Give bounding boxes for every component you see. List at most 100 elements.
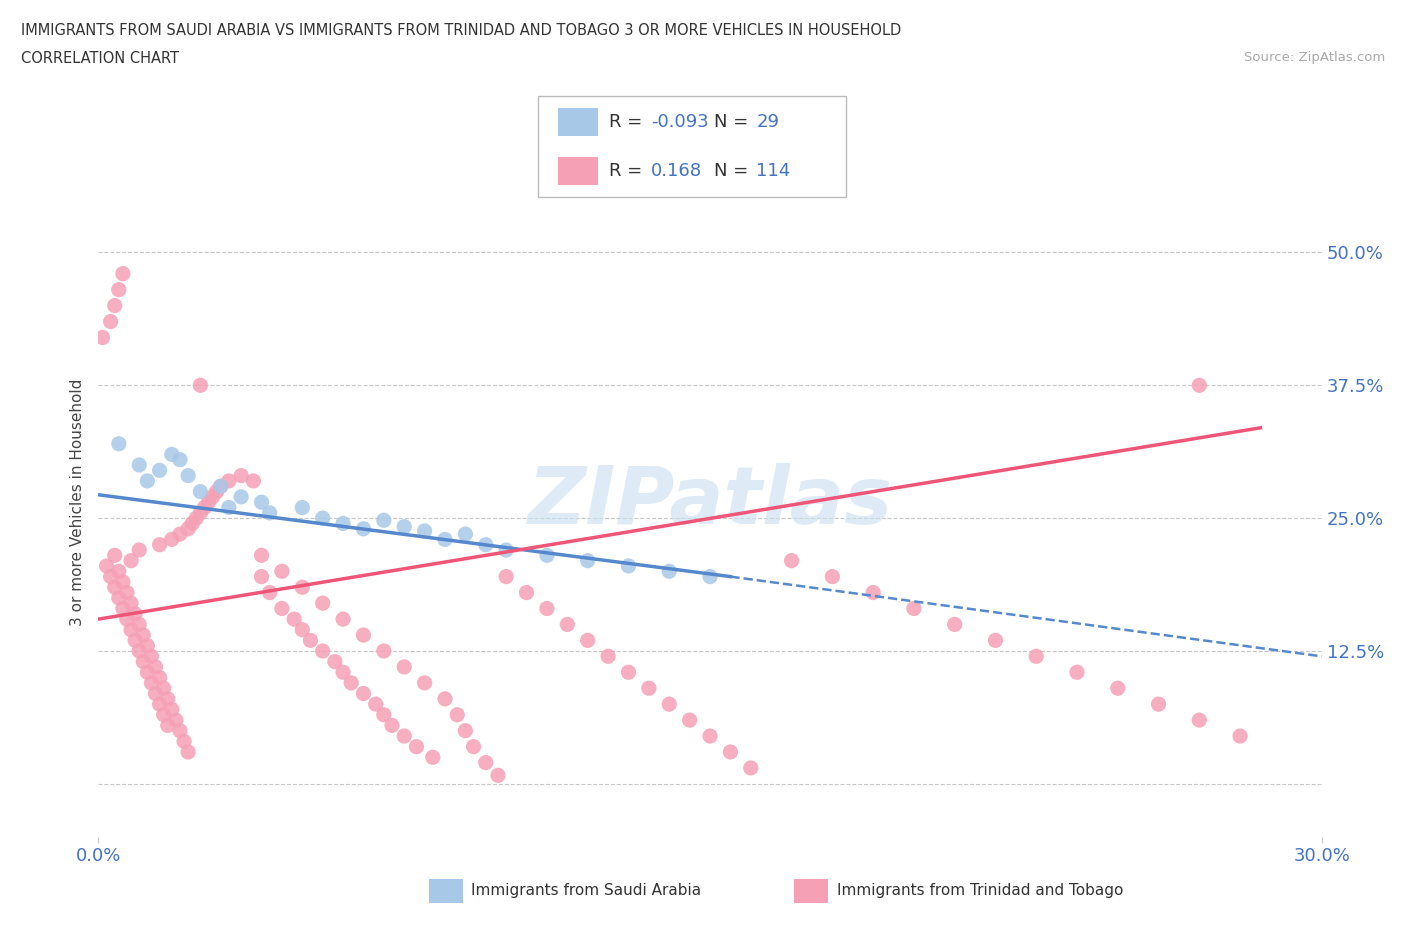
Point: [332, 665, 354, 680]
Point: [104, 548, 127, 563]
Point: [495, 569, 517, 584]
Point: [312, 511, 335, 525]
Point: [557, 617, 579, 631]
Point: [111, 266, 134, 281]
Point: [699, 728, 721, 743]
Point: [141, 675, 163, 690]
Point: [312, 644, 335, 658]
Point: [352, 522, 374, 537]
Point: [149, 697, 172, 711]
Point: [283, 612, 305, 627]
Point: [242, 473, 264, 488]
Point: [160, 447, 183, 462]
Point: [821, 569, 844, 584]
Point: [340, 675, 363, 690]
Text: R =: R =: [609, 113, 648, 131]
Point: [218, 473, 240, 488]
Point: [128, 542, 150, 557]
Point: [124, 633, 146, 648]
Point: [699, 569, 721, 584]
Point: [1188, 378, 1211, 392]
Point: [405, 739, 427, 754]
Point: [188, 485, 212, 499]
Point: [91, 330, 114, 345]
Point: [332, 612, 354, 627]
Point: [160, 532, 183, 547]
Point: [160, 702, 183, 717]
Point: [152, 681, 174, 696]
Point: [576, 553, 599, 568]
Point: [193, 500, 215, 515]
Point: [120, 622, 142, 637]
Text: Source: ZipAtlas.com: Source: ZipAtlas.com: [1244, 51, 1385, 64]
Text: R =: R =: [609, 162, 648, 179]
Point: [205, 485, 228, 499]
Text: 114: 114: [756, 162, 790, 179]
Point: [373, 708, 395, 723]
Point: [259, 585, 281, 600]
Point: [136, 665, 159, 680]
Point: [446, 708, 468, 723]
Point: [181, 516, 204, 531]
Point: [299, 633, 322, 648]
Point: [188, 378, 212, 392]
Point: [128, 644, 150, 658]
Point: [136, 473, 159, 488]
Point: [392, 659, 416, 674]
Point: [454, 724, 477, 738]
Point: [120, 596, 142, 611]
Point: [474, 538, 498, 552]
Point: [536, 601, 558, 616]
Point: [177, 522, 200, 537]
Point: [463, 739, 485, 754]
Point: [536, 548, 558, 563]
Point: [422, 750, 444, 764]
Point: [658, 564, 681, 578]
Point: [270, 564, 294, 578]
Point: [156, 718, 179, 733]
Point: [413, 524, 436, 538]
Point: [903, 601, 925, 616]
Point: [100, 569, 122, 584]
Point: [104, 299, 127, 313]
Point: [145, 686, 167, 701]
Point: [1147, 697, 1170, 711]
Point: [173, 734, 195, 749]
Point: [108, 591, 131, 605]
Text: 0.168: 0.168: [651, 162, 702, 179]
Point: [218, 500, 240, 515]
Point: [720, 745, 742, 760]
Point: [943, 617, 966, 631]
Point: [169, 526, 191, 541]
Point: [231, 489, 253, 504]
Point: [165, 712, 187, 727]
Point: [132, 628, 155, 643]
Point: [862, 585, 884, 600]
Text: N =: N =: [714, 113, 754, 131]
Point: [1025, 649, 1047, 664]
Point: [115, 585, 138, 600]
Text: 29: 29: [756, 113, 779, 131]
Point: [132, 654, 155, 669]
Point: [136, 638, 159, 653]
Point: [120, 553, 142, 568]
Point: [104, 579, 127, 594]
Point: [392, 519, 416, 534]
Point: [352, 628, 374, 643]
Point: [201, 489, 224, 504]
Point: [96, 559, 118, 574]
Point: [111, 575, 134, 590]
Point: [617, 559, 640, 574]
Text: Immigrants from Saudi Arabia: Immigrants from Saudi Arabia: [471, 884, 702, 898]
Point: [149, 463, 172, 478]
Point: [124, 606, 146, 621]
Text: ZIPatlas: ZIPatlas: [527, 463, 893, 541]
Point: [434, 691, 457, 706]
Point: [984, 633, 1007, 648]
Point: [108, 282, 131, 297]
Point: [658, 697, 681, 711]
Point: [638, 681, 661, 696]
Text: CORRELATION CHART: CORRELATION CHART: [21, 51, 179, 66]
Point: [291, 500, 314, 515]
Point: [576, 633, 599, 648]
